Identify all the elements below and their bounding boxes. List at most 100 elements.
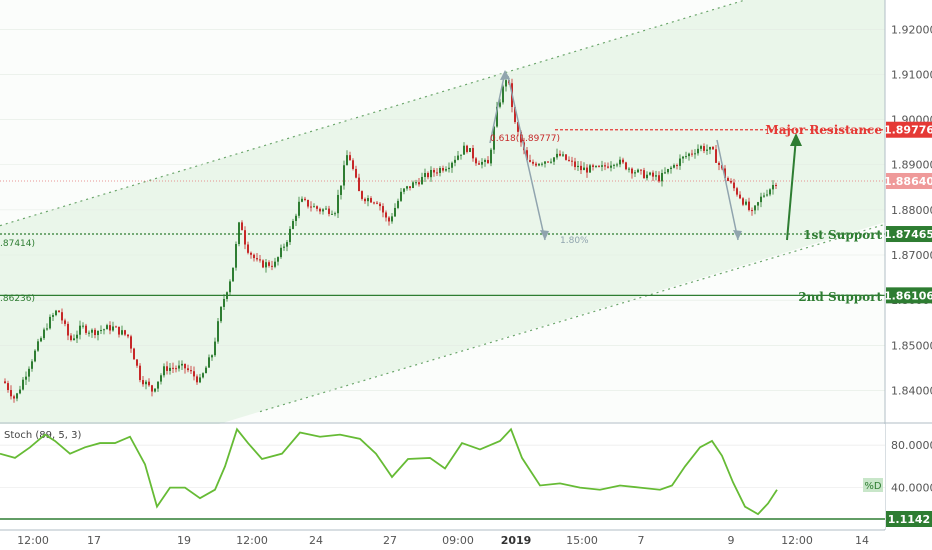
candle-body [52, 315, 54, 317]
candle-body [94, 329, 96, 336]
candle-body [424, 172, 426, 177]
candle-body [223, 299, 225, 307]
candle-body [10, 390, 12, 397]
first-support-badge-text: 1.87465 [884, 228, 932, 241]
candle-body [220, 306, 222, 322]
candle-body [265, 262, 267, 268]
first-support-label: 1st Support [803, 228, 882, 242]
candle-body [739, 194, 741, 199]
candle-body [463, 145, 465, 155]
swing-arrow-2 [716, 139, 739, 241]
oscillator-tick: 80.0000 [891, 439, 932, 452]
candle-body [331, 213, 333, 215]
candle-body [724, 168, 726, 179]
candle-body [649, 172, 651, 175]
candle-body [298, 201, 300, 216]
candle-body [187, 368, 189, 371]
candle-body [31, 361, 33, 369]
candle-body [730, 180, 732, 183]
candle-body [715, 149, 717, 163]
candle-body [688, 153, 690, 157]
candle-body [421, 176, 423, 185]
candle-body [127, 334, 129, 337]
candle-body [64, 320, 66, 324]
candle-body [250, 252, 252, 255]
candle-body [718, 162, 720, 165]
candle-body [115, 326, 117, 328]
candle-body [268, 262, 270, 266]
candle-body [733, 182, 735, 189]
candle-body [238, 222, 240, 245]
candle-body [19, 389, 21, 394]
candle-body [118, 326, 120, 335]
candle-body [451, 162, 453, 168]
major-resistance-label: Major Resistance [765, 123, 882, 137]
time-tick: 12:00 [781, 534, 813, 547]
candle-body [202, 373, 204, 378]
candle-body [124, 330, 126, 335]
stoch-d-badge-label: %D [864, 481, 882, 492]
time-tick: 12:00 [236, 534, 268, 547]
channel-lower-line [259, 223, 886, 413]
left-clipped-label: .86236) [0, 294, 35, 304]
candle-body [175, 368, 177, 370]
candle-body [409, 186, 411, 189]
price-badges: 1.89776 1.88640 1.87465 1.86106 [884, 121, 932, 304]
candle-body [712, 146, 714, 150]
candle-body [499, 102, 501, 107]
candle-body [574, 161, 576, 168]
candle-body [139, 365, 141, 381]
candle-body [415, 182, 417, 184]
candle-body [505, 80, 507, 87]
candle-body [568, 159, 570, 161]
candle-body [274, 261, 276, 267]
time-tick-labels: 12:00 17 19 12:00 24 27 09:00 2019 15:00 7 9 12:00 1… [17, 534, 869, 547]
channel-upper-line [0, 0, 746, 227]
candle-body [601, 165, 603, 167]
first-support-badge [886, 226, 932, 243]
candle-body [535, 163, 537, 166]
candle-body [82, 325, 84, 327]
candle-body [685, 156, 687, 158]
candle-body [259, 259, 261, 261]
candle-body [280, 247, 282, 258]
price-tick-labels: 1.920001.910001.900001.890001.880001.870… [891, 23, 932, 397]
candle-body [442, 168, 444, 171]
candle-body [610, 165, 612, 168]
candle-body [769, 189, 771, 195]
candle-body [106, 325, 108, 330]
candle-body [334, 213, 336, 215]
time-tick: 19 [177, 534, 191, 547]
candle-body [673, 165, 675, 168]
candle-body [346, 155, 348, 166]
candle-body [619, 159, 621, 165]
candle-body [484, 159, 486, 162]
candle-body [658, 175, 660, 182]
arrow-head-icon [790, 133, 802, 146]
candle-body [400, 191, 402, 201]
time-axis[interactable] [0, 530, 885, 550]
candle-body [196, 376, 198, 383]
candle-body [556, 153, 558, 158]
candle-body [241, 222, 243, 231]
oscillator-tick-labels: 80.0000 40.0000 [891, 439, 932, 494]
candle-body [136, 359, 138, 366]
swing-arrow-0 [489, 71, 506, 144]
candle-body [376, 202, 378, 204]
arrow-head-icon [500, 70, 510, 80]
candle-body [760, 196, 762, 203]
candle-body [466, 145, 468, 152]
price-axis[interactable] [885, 0, 932, 550]
candle-body [643, 170, 645, 179]
time-tick: 09:00 [442, 534, 474, 547]
candle-body [352, 160, 354, 169]
price-tick: 1.87000 [891, 249, 932, 262]
candle-body [676, 165, 678, 167]
candle-body [145, 381, 147, 385]
candle-body [622, 159, 624, 163]
candle-body [340, 185, 342, 195]
price-tick: 1.92000 [891, 23, 932, 36]
second-support-badge-text: 1.86106 [884, 289, 932, 302]
candle-body [607, 166, 609, 168]
candle-body [697, 148, 699, 154]
